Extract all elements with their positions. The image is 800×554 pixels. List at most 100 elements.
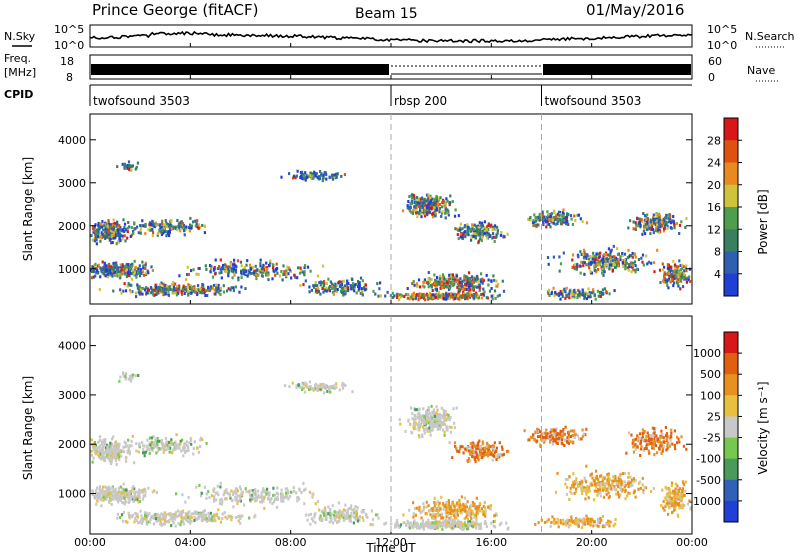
velocity-cell xyxy=(124,500,128,504)
power-cell xyxy=(108,222,111,226)
power-cell xyxy=(665,281,668,284)
power-cell xyxy=(318,176,321,180)
power-cell xyxy=(109,223,113,227)
power-cell xyxy=(314,281,317,284)
velocity-cell xyxy=(228,492,231,496)
power-cell xyxy=(98,225,101,229)
velocity-cell xyxy=(268,493,271,497)
velocity-cell xyxy=(137,500,140,504)
power-cell xyxy=(101,220,104,224)
power-cell xyxy=(451,275,455,279)
cpid-segment-label: twofsound 3503 xyxy=(545,94,642,108)
power-cell xyxy=(416,284,419,288)
power-cell xyxy=(474,233,477,237)
velocity-cell xyxy=(236,489,239,493)
power-cell xyxy=(121,228,124,232)
power-cell xyxy=(557,293,560,297)
power-cell xyxy=(150,265,153,269)
power-cell xyxy=(303,273,306,277)
power-cell xyxy=(351,284,354,288)
power-cell xyxy=(478,221,481,225)
velocity-cell xyxy=(323,513,326,517)
velocity-cell xyxy=(316,384,320,388)
velocity-cell xyxy=(506,449,509,453)
power-cell xyxy=(443,297,446,300)
velocity-cell xyxy=(110,451,114,455)
power-cell xyxy=(492,274,495,278)
velocity-cell xyxy=(112,452,115,456)
power-cell xyxy=(185,227,188,231)
velocity-cell xyxy=(425,414,428,418)
power-cell xyxy=(433,203,436,207)
power-cell xyxy=(166,232,169,236)
velocity-cell xyxy=(193,516,196,519)
power-cell xyxy=(631,255,634,259)
power-cell xyxy=(123,282,126,286)
velocity-cell xyxy=(128,516,131,520)
power-cell xyxy=(454,297,457,300)
power-cell xyxy=(258,269,261,273)
velocity-cell xyxy=(182,448,185,452)
power-cell xyxy=(450,274,453,278)
power-cell xyxy=(364,283,367,287)
power-cell xyxy=(605,253,608,257)
velocity-cell xyxy=(478,444,481,448)
power-colorbar-tick-label: 16 xyxy=(707,201,721,214)
power-cell xyxy=(425,193,429,197)
velocity-cell xyxy=(174,515,177,519)
power-cell xyxy=(663,271,666,275)
velocity-cell xyxy=(323,508,326,512)
power-cell xyxy=(425,201,428,205)
velocity-cell xyxy=(358,515,361,519)
velocity-cell xyxy=(473,457,476,461)
power-cell xyxy=(267,271,270,275)
power-cell xyxy=(555,213,558,217)
power-cell xyxy=(288,268,291,272)
velocity-cell xyxy=(487,445,490,449)
power-cell xyxy=(537,217,540,221)
power-cell xyxy=(501,279,504,283)
velocity-cell xyxy=(276,492,279,496)
power-cell xyxy=(331,283,335,287)
velocity-cell xyxy=(475,453,479,457)
cpid-label: CPID xyxy=(4,88,33,101)
velocity-cell xyxy=(149,446,153,450)
power-cell xyxy=(565,220,568,223)
power-cell xyxy=(303,266,306,270)
velocity-cell xyxy=(200,518,203,522)
velocity-cell xyxy=(202,510,205,514)
velocity-cell xyxy=(168,440,171,444)
power-cell xyxy=(172,289,175,293)
power-cell xyxy=(345,289,348,293)
power-cell xyxy=(547,288,551,292)
power-cell xyxy=(331,176,334,179)
velocity-cell xyxy=(480,507,484,511)
power-cell xyxy=(118,237,121,241)
velocity-cell xyxy=(437,413,440,417)
power-cell xyxy=(463,225,466,229)
power-cell xyxy=(585,297,588,301)
power-cell xyxy=(485,228,488,232)
velocity-cell xyxy=(110,449,114,453)
power-cell xyxy=(561,289,565,293)
power-cell xyxy=(559,218,562,222)
power-cell xyxy=(214,267,217,271)
power-cell xyxy=(474,294,477,298)
power-cell xyxy=(282,273,285,276)
velocity-cell xyxy=(304,487,307,491)
power-cell xyxy=(344,292,347,296)
power-cell xyxy=(322,290,325,294)
power-cell xyxy=(419,197,422,201)
power-cell xyxy=(107,236,111,240)
power-cell xyxy=(589,295,592,299)
power-cell xyxy=(686,276,689,280)
velocity-cell xyxy=(481,447,484,451)
velocity-cell xyxy=(449,515,452,519)
velocity-cell xyxy=(469,446,472,450)
power-cell xyxy=(685,269,688,273)
power-cell xyxy=(190,290,193,294)
power-cell xyxy=(209,270,212,274)
velocity-cell xyxy=(176,446,179,450)
velocity-cell xyxy=(433,504,436,508)
power-cell xyxy=(194,224,197,228)
